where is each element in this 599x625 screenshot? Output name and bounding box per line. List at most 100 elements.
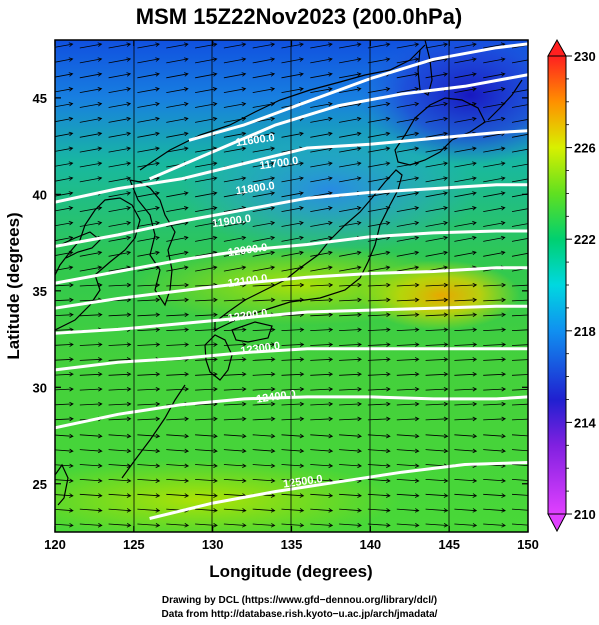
wind-arrow <box>511 119 528 123</box>
wind-arrow <box>396 386 420 392</box>
wind-arrow <box>137 116 160 123</box>
wind-arrow <box>367 131 391 138</box>
wind-arrow <box>511 523 528 526</box>
wind-arrow <box>195 116 218 123</box>
wind-arrow <box>223 433 247 439</box>
wind-arrow <box>252 297 276 303</box>
wind-arrow <box>339 327 362 332</box>
wind-arrow <box>339 161 362 168</box>
wind-arrow <box>108 386 132 392</box>
wind-arrow <box>55 191 74 197</box>
wind-arrow <box>281 220 304 227</box>
wind-arrow <box>55 372 74 377</box>
wind-arrow <box>483 206 506 212</box>
wind-arrow <box>425 161 449 168</box>
wind-arrow <box>108 463 132 469</box>
wind-arrow <box>55 297 74 303</box>
wind-arrow <box>195 433 218 439</box>
wind-arrow <box>511 479 528 481</box>
wind-arrow <box>367 386 391 392</box>
wind-arrow <box>166 131 189 138</box>
wind-arrow <box>483 478 506 483</box>
wind-arrow <box>367 161 391 168</box>
wind-arrow <box>425 508 449 513</box>
wind-arrow <box>310 416 334 422</box>
wind-arrow <box>339 250 362 257</box>
wind-arrow <box>137 161 160 168</box>
credit-line-2: Data from http://database.rish.kyoto−u.a… <box>161 609 438 620</box>
wind-arrow <box>195 87 218 93</box>
wind-arrow <box>137 191 160 198</box>
wind-arrow <box>281 342 305 347</box>
wind-arrow <box>55 433 74 439</box>
wind-arrow <box>108 116 132 123</box>
wind-arrow <box>483 342 507 347</box>
wind-arrow <box>79 146 103 153</box>
wind-arrow <box>108 42 132 49</box>
wind-arrow <box>425 416 449 422</box>
wind-arrow <box>511 89 528 93</box>
contour-line <box>149 73 528 181</box>
wind-arrow <box>195 297 218 303</box>
wind-arrow <box>252 101 276 108</box>
colorbar-top-arrow <box>547 38 567 57</box>
wind-arrow <box>339 357 362 362</box>
wind-arrow <box>281 265 304 272</box>
wind-arrow <box>454 176 477 183</box>
wind-arrow <box>396 478 420 483</box>
wind-arrow <box>367 282 391 288</box>
wind-arrow <box>454 161 477 168</box>
wind-arrow <box>137 463 161 469</box>
wind-arrow <box>483 401 507 407</box>
wind-arrow <box>483 372 507 377</box>
contour-line <box>55 395 528 430</box>
wind-arrow <box>108 161 132 168</box>
wind-arrow <box>425 493 449 498</box>
wind-arrow <box>396 312 420 318</box>
wind-arrow <box>137 386 161 392</box>
wind-arrow <box>55 463 74 469</box>
x-tick-label: 140 <box>359 537 381 552</box>
wind-arrow <box>339 401 362 407</box>
wind-arrow <box>79 265 103 272</box>
wind-arrow <box>223 386 247 392</box>
wind-arrow <box>281 463 305 469</box>
wind-arrow <box>108 191 132 198</box>
wind-arrow <box>454 206 477 212</box>
wind-arrow <box>396 57 420 64</box>
wind-arrow <box>55 386 74 392</box>
wind-arrow <box>223 176 247 183</box>
contour-label: 12000.0 <box>227 242 268 259</box>
wind-arrow <box>483 72 506 79</box>
wind-arrow <box>55 235 74 242</box>
wind-arrow <box>166 493 190 498</box>
wind-arrow <box>367 250 391 257</box>
wind-arrow <box>55 101 74 108</box>
wind-arrow <box>166 372 190 377</box>
wind-arrow <box>483 87 506 93</box>
wind-arrow <box>195 416 218 422</box>
wind-arrow <box>281 448 305 454</box>
wind-arrow <box>367 508 391 513</box>
wind-arrow <box>281 478 305 483</box>
wind-arrow <box>281 176 304 183</box>
wind-arrow <box>367 42 391 49</box>
y-axis-label: Latitude (degrees) <box>4 212 23 359</box>
wind-arrow <box>310 250 333 257</box>
wind-arrow <box>252 401 276 407</box>
wind-arrow <box>108 282 132 288</box>
wind-arrow <box>79 282 103 288</box>
wind-arrow <box>252 87 276 93</box>
wind-arrow <box>137 297 161 303</box>
wind-arrow <box>281 327 305 332</box>
wind-arrow <box>367 401 391 407</box>
contour-label: 11700.0 <box>259 155 299 172</box>
wind-arrow <box>425 478 449 483</box>
wind-arrow <box>367 416 391 422</box>
wind-arrow <box>339 312 362 318</box>
wind-arrow <box>310 463 334 469</box>
wind-arrow <box>454 72 477 79</box>
x-tick-label: 135 <box>281 537 303 552</box>
wind-arrow <box>511 388 528 391</box>
